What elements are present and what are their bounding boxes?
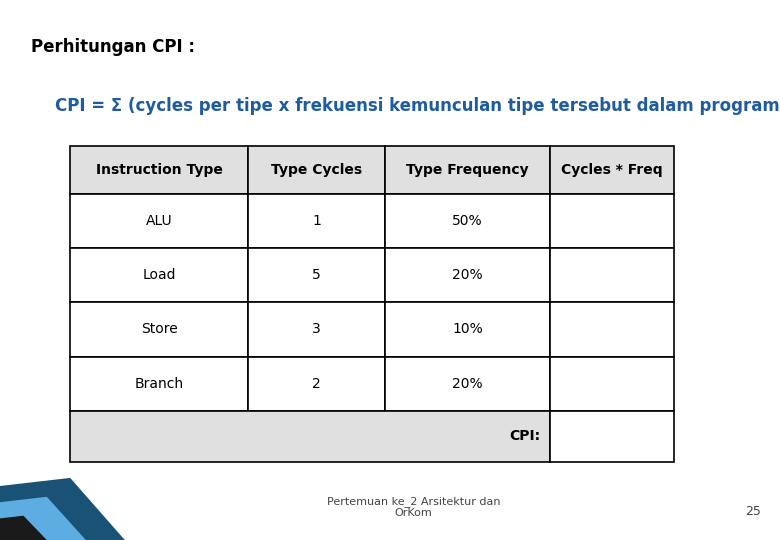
Polygon shape [0,478,125,540]
Bar [70,356,248,411]
Text: 5: 5 [312,268,321,282]
Text: Type Frequency: Type Frequency [406,163,529,177]
Bar [70,248,248,302]
Bar [550,356,674,411]
Text: 2: 2 [312,377,321,391]
Bar [385,146,550,193]
Bar [70,411,550,462]
Bar [70,146,248,193]
Text: Cycles * Freq: Cycles * Freq [561,163,663,177]
Text: Store: Store [140,322,178,336]
Bar [248,146,385,193]
Text: Perhitungan CPI :: Perhitungan CPI : [31,38,195,56]
Text: Branch: Branch [134,377,183,391]
Text: 10%: 10% [452,322,483,336]
Text: 3: 3 [312,322,321,336]
Polygon shape [0,516,47,540]
Bar [70,302,248,356]
Text: Type Cycles: Type Cycles [271,163,362,177]
Bar [550,193,674,248]
Bar [550,146,674,193]
Bar [385,356,550,411]
Text: Instruction Type: Instruction Type [96,163,222,177]
Bar [248,248,385,302]
Bar [248,193,385,248]
Text: CPI = Σ (cycles per tipe x frekuensi kemunculan tipe tersebut dalam program): CPI = Σ (cycles per tipe x frekuensi kem… [55,97,780,115]
Bar [248,356,385,411]
Text: Load: Load [142,268,176,282]
Bar [385,193,550,248]
Text: 50%: 50% [452,214,483,228]
Text: 20%: 20% [452,268,483,282]
Text: ALU: ALU [146,214,172,228]
Bar [70,193,248,248]
Bar [550,302,674,356]
Text: CPI:: CPI: [509,429,541,443]
Text: 1: 1 [312,214,321,228]
Polygon shape [0,497,86,540]
Text: Pertemuan ke_2 Arsitektur dan
OrKom: Pertemuan ke_2 Arsitektur dan OrKom [327,496,500,518]
Bar [550,411,674,462]
Text: 25: 25 [745,505,760,518]
Bar [385,248,550,302]
Bar [550,248,674,302]
Bar [248,302,385,356]
Bar [385,302,550,356]
Text: 20%: 20% [452,377,483,391]
